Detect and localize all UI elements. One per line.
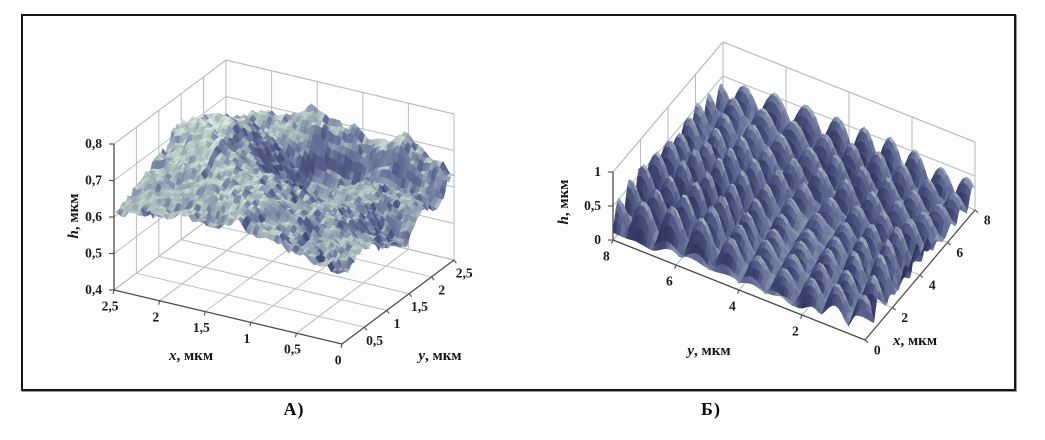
x-tick-label: 2	[152, 309, 159, 324]
x-tick-label: 2	[901, 310, 908, 325]
surface-plots-canvas	[23, 16, 1014, 389]
y-axis-title: y, мкм	[685, 343, 730, 359]
x-tick-label: 0	[874, 342, 881, 357]
caption-plot-a: А)	[283, 399, 305, 419]
y-tick-label: 6	[666, 274, 673, 289]
z-tick-label: 0,8	[85, 136, 102, 151]
x-tick-label: 8	[984, 212, 991, 227]
z-tick-label: 0,5	[85, 246, 102, 261]
x-tick-label: 6	[956, 245, 963, 260]
z-tick-label: 0	[594, 232, 601, 247]
caption-plot-b: Б)	[701, 399, 721, 419]
y-tick-label: 2,5	[456, 266, 473, 281]
y-tick-label: 1	[394, 316, 401, 331]
x-tick-label: 0	[335, 353, 342, 368]
z-tick-label: 0,6	[85, 209, 102, 224]
x-tick-label: 1	[244, 331, 251, 346]
y-tick-label: 2	[438, 282, 445, 297]
axes-overlay: 00,511,522,50,511,522,50,40,50,60,70,8x,…	[66, 136, 991, 368]
figure-frame: 0 0,5 1 1,5 2 2,5 0,5 1 1,5 2 2,5 0,4 0,5 0,6 0,7 0,8 x,…	[21, 14, 1016, 391]
x-tick-label: 0,5	[284, 342, 301, 357]
y-tick-label: 8	[603, 249, 610, 264]
z-axis-title: h, мкм	[66, 194, 82, 239]
z-tick-label: 0,4	[85, 282, 102, 297]
y-tick-label: 2	[792, 324, 799, 339]
x-axis-title: x, мкм	[168, 348, 213, 364]
x-tick-label: 2,5	[102, 299, 119, 314]
z-tick-label: 0,7	[85, 173, 102, 188]
y-tick-label: 0,5	[366, 333, 383, 348]
x-tick-label: 4	[929, 277, 936, 292]
y-tick-label: 4	[729, 299, 736, 314]
z-axis-title: h, мкм	[556, 180, 572, 225]
y-tick-label: 1,5	[411, 299, 428, 314]
x-axis-title: x, мкм	[892, 333, 937, 349]
z-tick-label: 1	[594, 164, 601, 179]
y-axis-title: y, мкм	[416, 348, 461, 364]
x-tick-label: 1,5	[193, 320, 210, 335]
z-tick-label: 0,5	[584, 198, 601, 213]
caption-row: А) Б)	[0, 399, 1045, 429]
